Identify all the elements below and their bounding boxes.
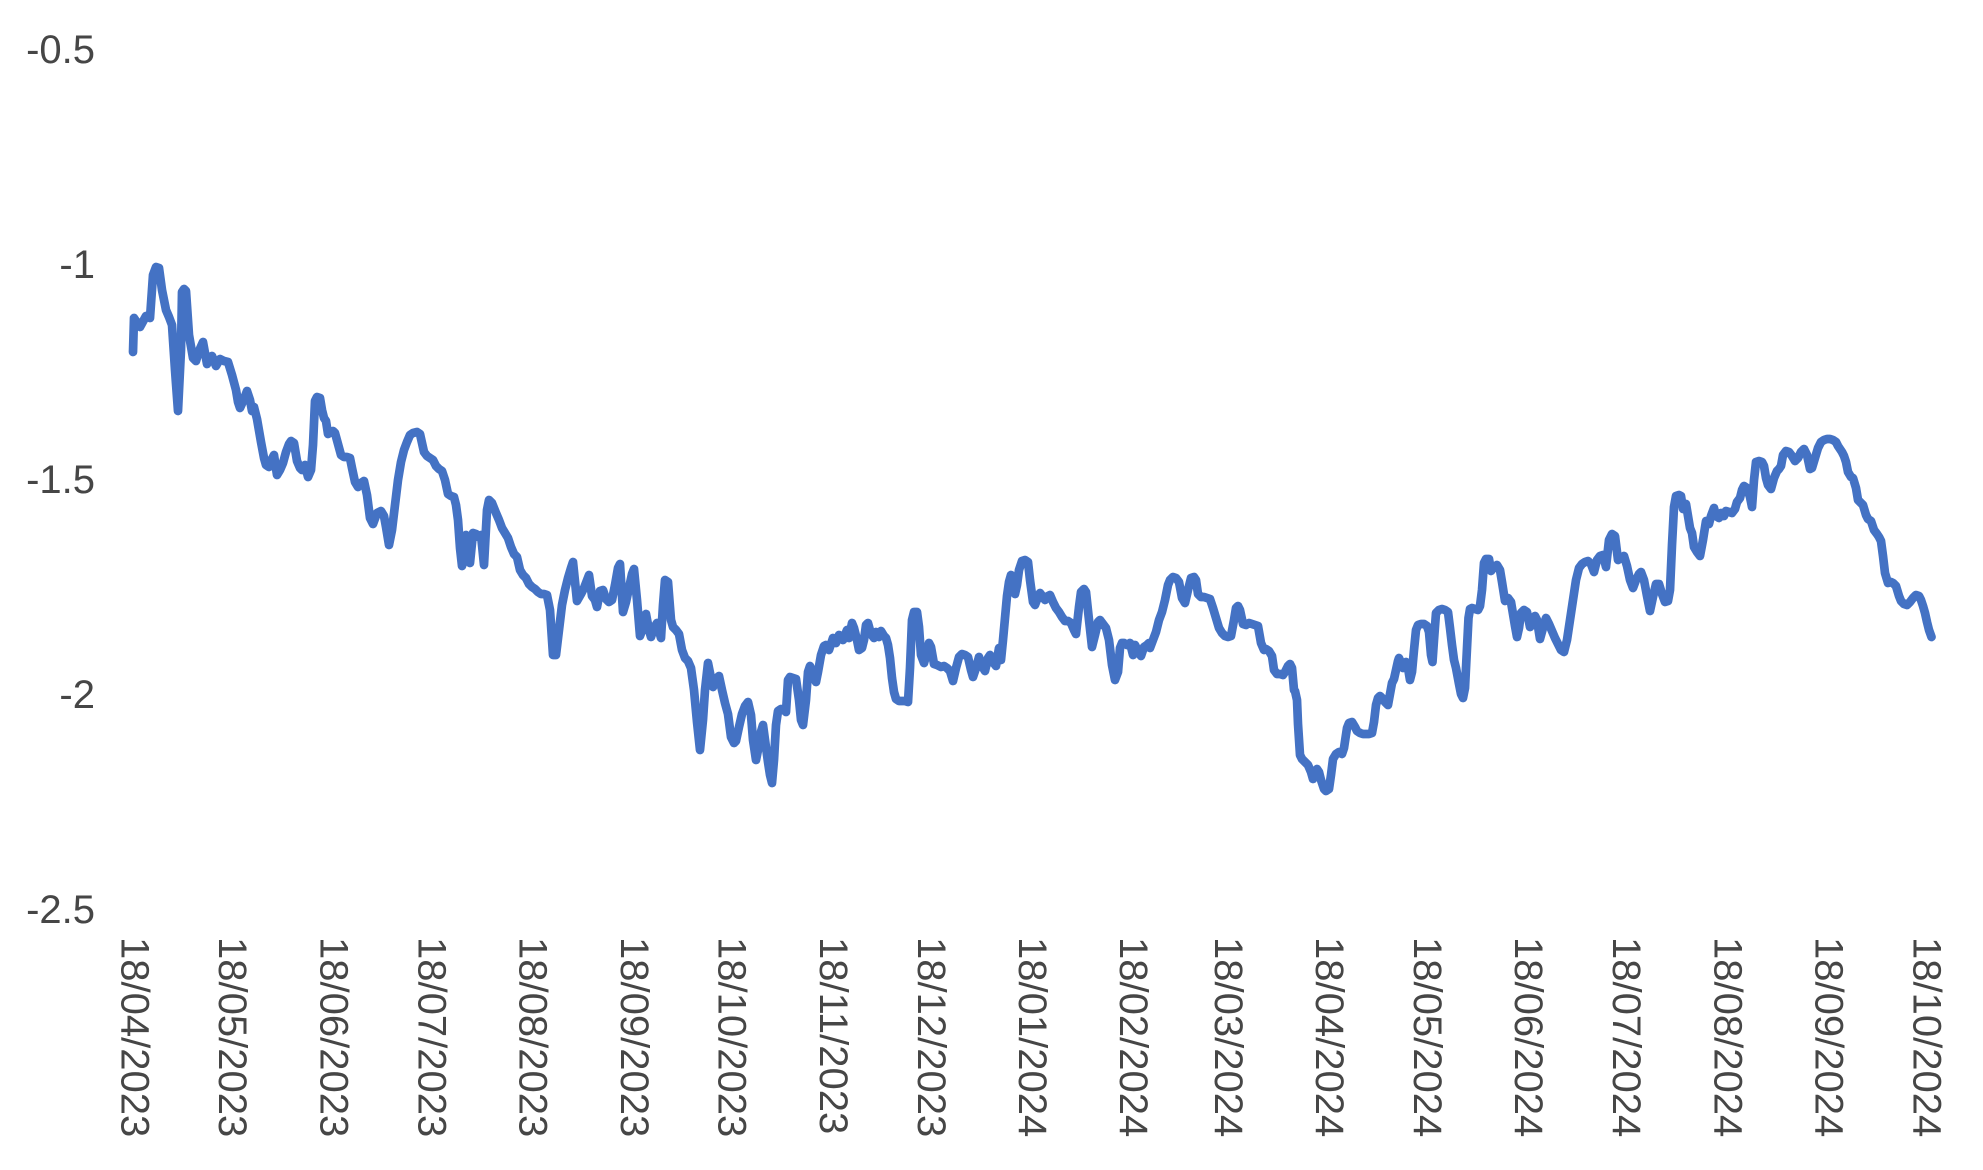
svg-text:18/04/2023: 18/04/2023	[112, 937, 156, 1137]
svg-text:18/03/2024: 18/03/2024	[1206, 937, 1250, 1137]
svg-text:-0.5: -0.5	[26, 28, 95, 72]
svg-text:18/04/2024: 18/04/2024	[1307, 937, 1351, 1137]
svg-text:18/08/2024: 18/08/2024	[1705, 937, 1749, 1137]
svg-text:-2.5: -2.5	[26, 888, 95, 932]
svg-text:18/05/2023: 18/05/2023	[210, 937, 254, 1137]
svg-text:18/11/2023: 18/11/2023	[811, 937, 855, 1134]
svg-text:18/10/2024: 18/10/2024	[1905, 937, 1949, 1137]
svg-text:18/05/2024: 18/05/2024	[1405, 937, 1449, 1137]
svg-text:18/01/2024: 18/01/2024	[1010, 937, 1054, 1137]
svg-text:18/07/2023: 18/07/2023	[409, 937, 453, 1137]
svg-text:18/06/2024: 18/06/2024	[1506, 937, 1550, 1137]
svg-text:18/12/2023: 18/12/2023	[909, 937, 953, 1137]
svg-text:18/02/2024: 18/02/2024	[1111, 937, 1155, 1137]
svg-text:-1.5: -1.5	[26, 458, 95, 502]
svg-text:-2: -2	[59, 673, 95, 717]
svg-text:18/10/2023: 18/10/2023	[710, 937, 754, 1137]
svg-text:18/08/2023: 18/08/2023	[511, 937, 555, 1137]
svg-text:18/09/2024: 18/09/2024	[1807, 937, 1851, 1137]
svg-text:18/09/2023: 18/09/2023	[612, 937, 656, 1137]
svg-text:-1: -1	[59, 243, 95, 287]
svg-text:18/06/2023: 18/06/2023	[311, 937, 355, 1137]
svg-text:18/07/2024: 18/07/2024	[1604, 937, 1648, 1137]
